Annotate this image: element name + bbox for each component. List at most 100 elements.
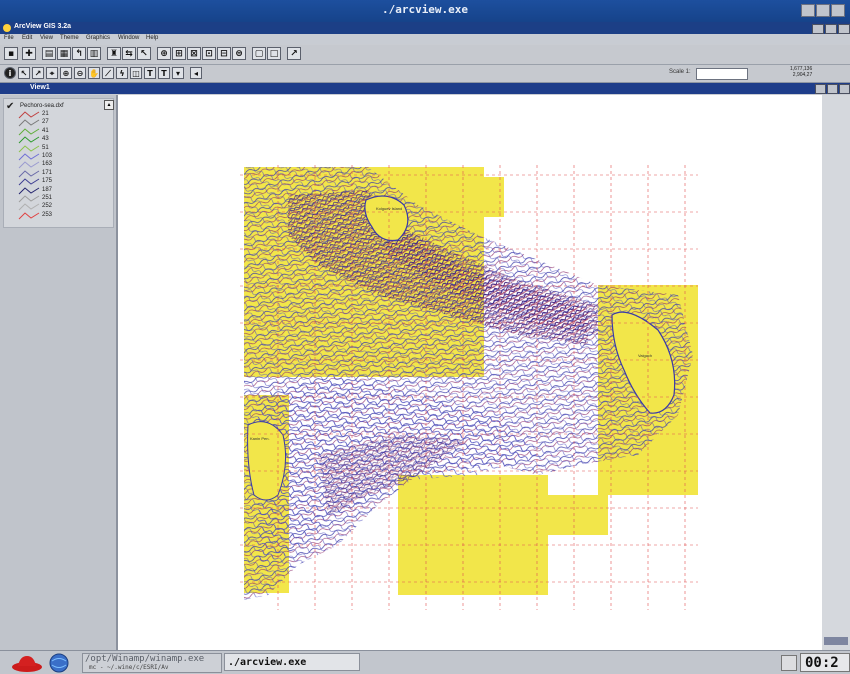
legend-line-symbol [18,136,40,144]
find-icon[interactable]: ♜ [107,47,121,60]
legend-line-symbol [18,186,40,194]
view-vertical-scrollbar[interactable] [822,95,850,650]
legend-item-label: 252 [42,203,53,210]
scale-input[interactable] [696,68,748,80]
close-button[interactable] [831,4,845,17]
app-close-button[interactable] [838,24,850,34]
x-window-titlebar: ./arcview.exe [0,0,850,22]
islands [247,195,676,501]
clear-selection-icon[interactable]: □ [267,47,281,60]
task-arcview[interactable]: ./arcview.exe [224,653,360,671]
app-minimize-button[interactable] [812,24,824,34]
theme-visible-checkbox[interactable]: ✔ [6,101,15,112]
identify-icon[interactable]: i [4,67,16,79]
map-grid [240,165,698,610]
zoom-in-icon[interactable]: ⊡ [202,47,216,60]
legend-line-symbol [18,119,40,127]
coord-x: 1,677,136 [790,66,813,72]
hotlink-tool-icon[interactable]: ϟ [116,67,128,79]
legend-item-label: 43 [42,136,49,143]
map-label-kanin: Kanin Pen. [250,436,270,441]
pointer-icon[interactable]: ↖ [18,67,30,79]
legend-line-symbol [18,178,40,186]
zoom-active-icon[interactable]: ⊞ [172,47,186,60]
scrollbar-thumb[interactable] [824,637,848,645]
area-of-interest-icon[interactable]: ◫ [130,67,142,79]
theme-name: Pechoro-sea.dxf [20,103,64,109]
task-winamp[interactable]: /opt/Winamp/winamp.exe mc - ~/.wine/c/ES… [82,653,222,673]
map-label-kolguev: Kolguev Island [376,206,402,211]
map-display[interactable]: Kolguev Island Vaigach Kanin Pen. [118,95,822,650]
text-icon[interactable]: T [158,67,170,79]
label-icon[interactable]: T [144,67,156,79]
tool-bar: i ↖ ↗ ⌖ ⊕ ⊖ ✋ ⟋ ϟ ◫ T T ▾ ◂ Scale 1: 1,6… [0,65,850,83]
locate-icon[interactable]: ⇆ [122,47,136,60]
zoom-full-icon[interactable]: ⊕ [157,47,171,60]
maximize-button[interactable] [816,4,830,17]
legend-scroll-button[interactable]: ▴ [104,100,114,110]
legend-line-symbol [18,212,40,220]
scale-label: Scale 1: [669,69,691,75]
redhat-icon[interactable] [10,653,44,673]
menu-view[interactable]: View [40,35,53,41]
view-close-button[interactable] [839,84,850,94]
save-icon[interactable]: ▪ [4,47,18,60]
draw-icon[interactable]: ▾ [172,67,184,79]
zoom-out-icon[interactable]: ⊟ [217,47,231,60]
x-window-title: ./arcview.exe [381,3,469,16]
add-theme-icon[interactable]: ✚ [22,47,36,60]
browser-globe-icon[interactable] [48,652,70,673]
view-minimize-button[interactable] [815,84,826,94]
legend-item-label: 27 [42,119,49,126]
query-icon[interactable]: ↖ [137,47,151,60]
theme-properties-icon[interactable]: ▤ [42,47,56,60]
table-of-contents: ✔ Pechoro-sea.dxf ▴ 21 27 41 43 51 103 163 171 1… [0,95,118,650]
select-features-icon[interactable]: ▢ [252,47,266,60]
coord-y: 2,904,27 [792,72,813,78]
legend-item-label: 175 [42,178,53,185]
map-canvas[interactable]: Kolguev Island Vaigach Kanin Pen. [118,95,822,650]
menu-edit[interactable]: Edit [22,35,33,41]
menu-graphics[interactable]: Graphics [86,35,111,41]
coordinate-readout: 1,677,136 2,904,27 [790,66,812,78]
legend-line-symbol [18,203,40,211]
minimize-button[interactable] [801,4,815,17]
legend-item-label: 163 [42,161,53,168]
taskbar: /opt/Winamp/winamp.exe mc - ~/.wine/c/ES… [0,650,850,674]
legend-item-label: 187 [42,186,53,193]
legend-line-symbol [18,170,40,178]
app-maximize-button[interactable] [825,24,837,34]
legend-line-symbol [18,195,40,203]
legend-line-symbol [18,128,40,136]
help-pointer-icon[interactable]: ↗ [287,47,301,60]
menu-file[interactable]: File [4,35,14,41]
legend-line-symbol [18,144,40,152]
map-label-vaigach: Vaigach [638,353,652,358]
open-table-icon[interactable]: ▥ [87,47,101,60]
theme-legend[interactable]: ✔ Pechoro-sea.dxf ▴ 21 27 41 43 51 103 163 171 1… [3,98,114,228]
legend-item-label: 103 [42,153,53,159]
menu-help[interactable]: Help [146,35,159,41]
draw-dropdown-icon[interactable]: ◂ [190,67,202,79]
tray-icon[interactable] [781,655,797,671]
zoom-in-tool-icon[interactable]: ⊕ [60,67,72,79]
clock: 00:2 [800,653,850,672]
pan-icon[interactable]: ✋ [88,67,100,79]
vertex-edit-icon[interactable]: ↗ [32,67,44,79]
menu-theme[interactable]: Theme [60,35,79,41]
legend-line-symbol [18,153,40,161]
app-titlebar: ArcView GIS 3.2a [0,22,850,34]
edit-legend-icon[interactable]: ▦ [57,47,71,60]
legend-item-label: 51 [42,144,49,151]
zoom-out-tool-icon[interactable]: ⊖ [74,67,86,79]
measure-icon[interactable]: ⟋ [102,67,114,79]
legend-item-label: 21 [42,111,49,117]
legend-item-label: 171 [42,169,53,176]
zoom-selected-icon[interactable]: ⊠ [187,47,201,60]
select-feature-icon[interactable]: ⌖ [46,67,58,79]
menu-window[interactable]: Window [118,35,140,41]
app-title: ArcView GIS 3.2a [14,23,72,30]
hotlink-icon[interactable]: ↰ [72,47,86,60]
zoom-previous-icon[interactable]: ⊜ [232,47,246,60]
view-maximize-button[interactable] [827,84,838,94]
